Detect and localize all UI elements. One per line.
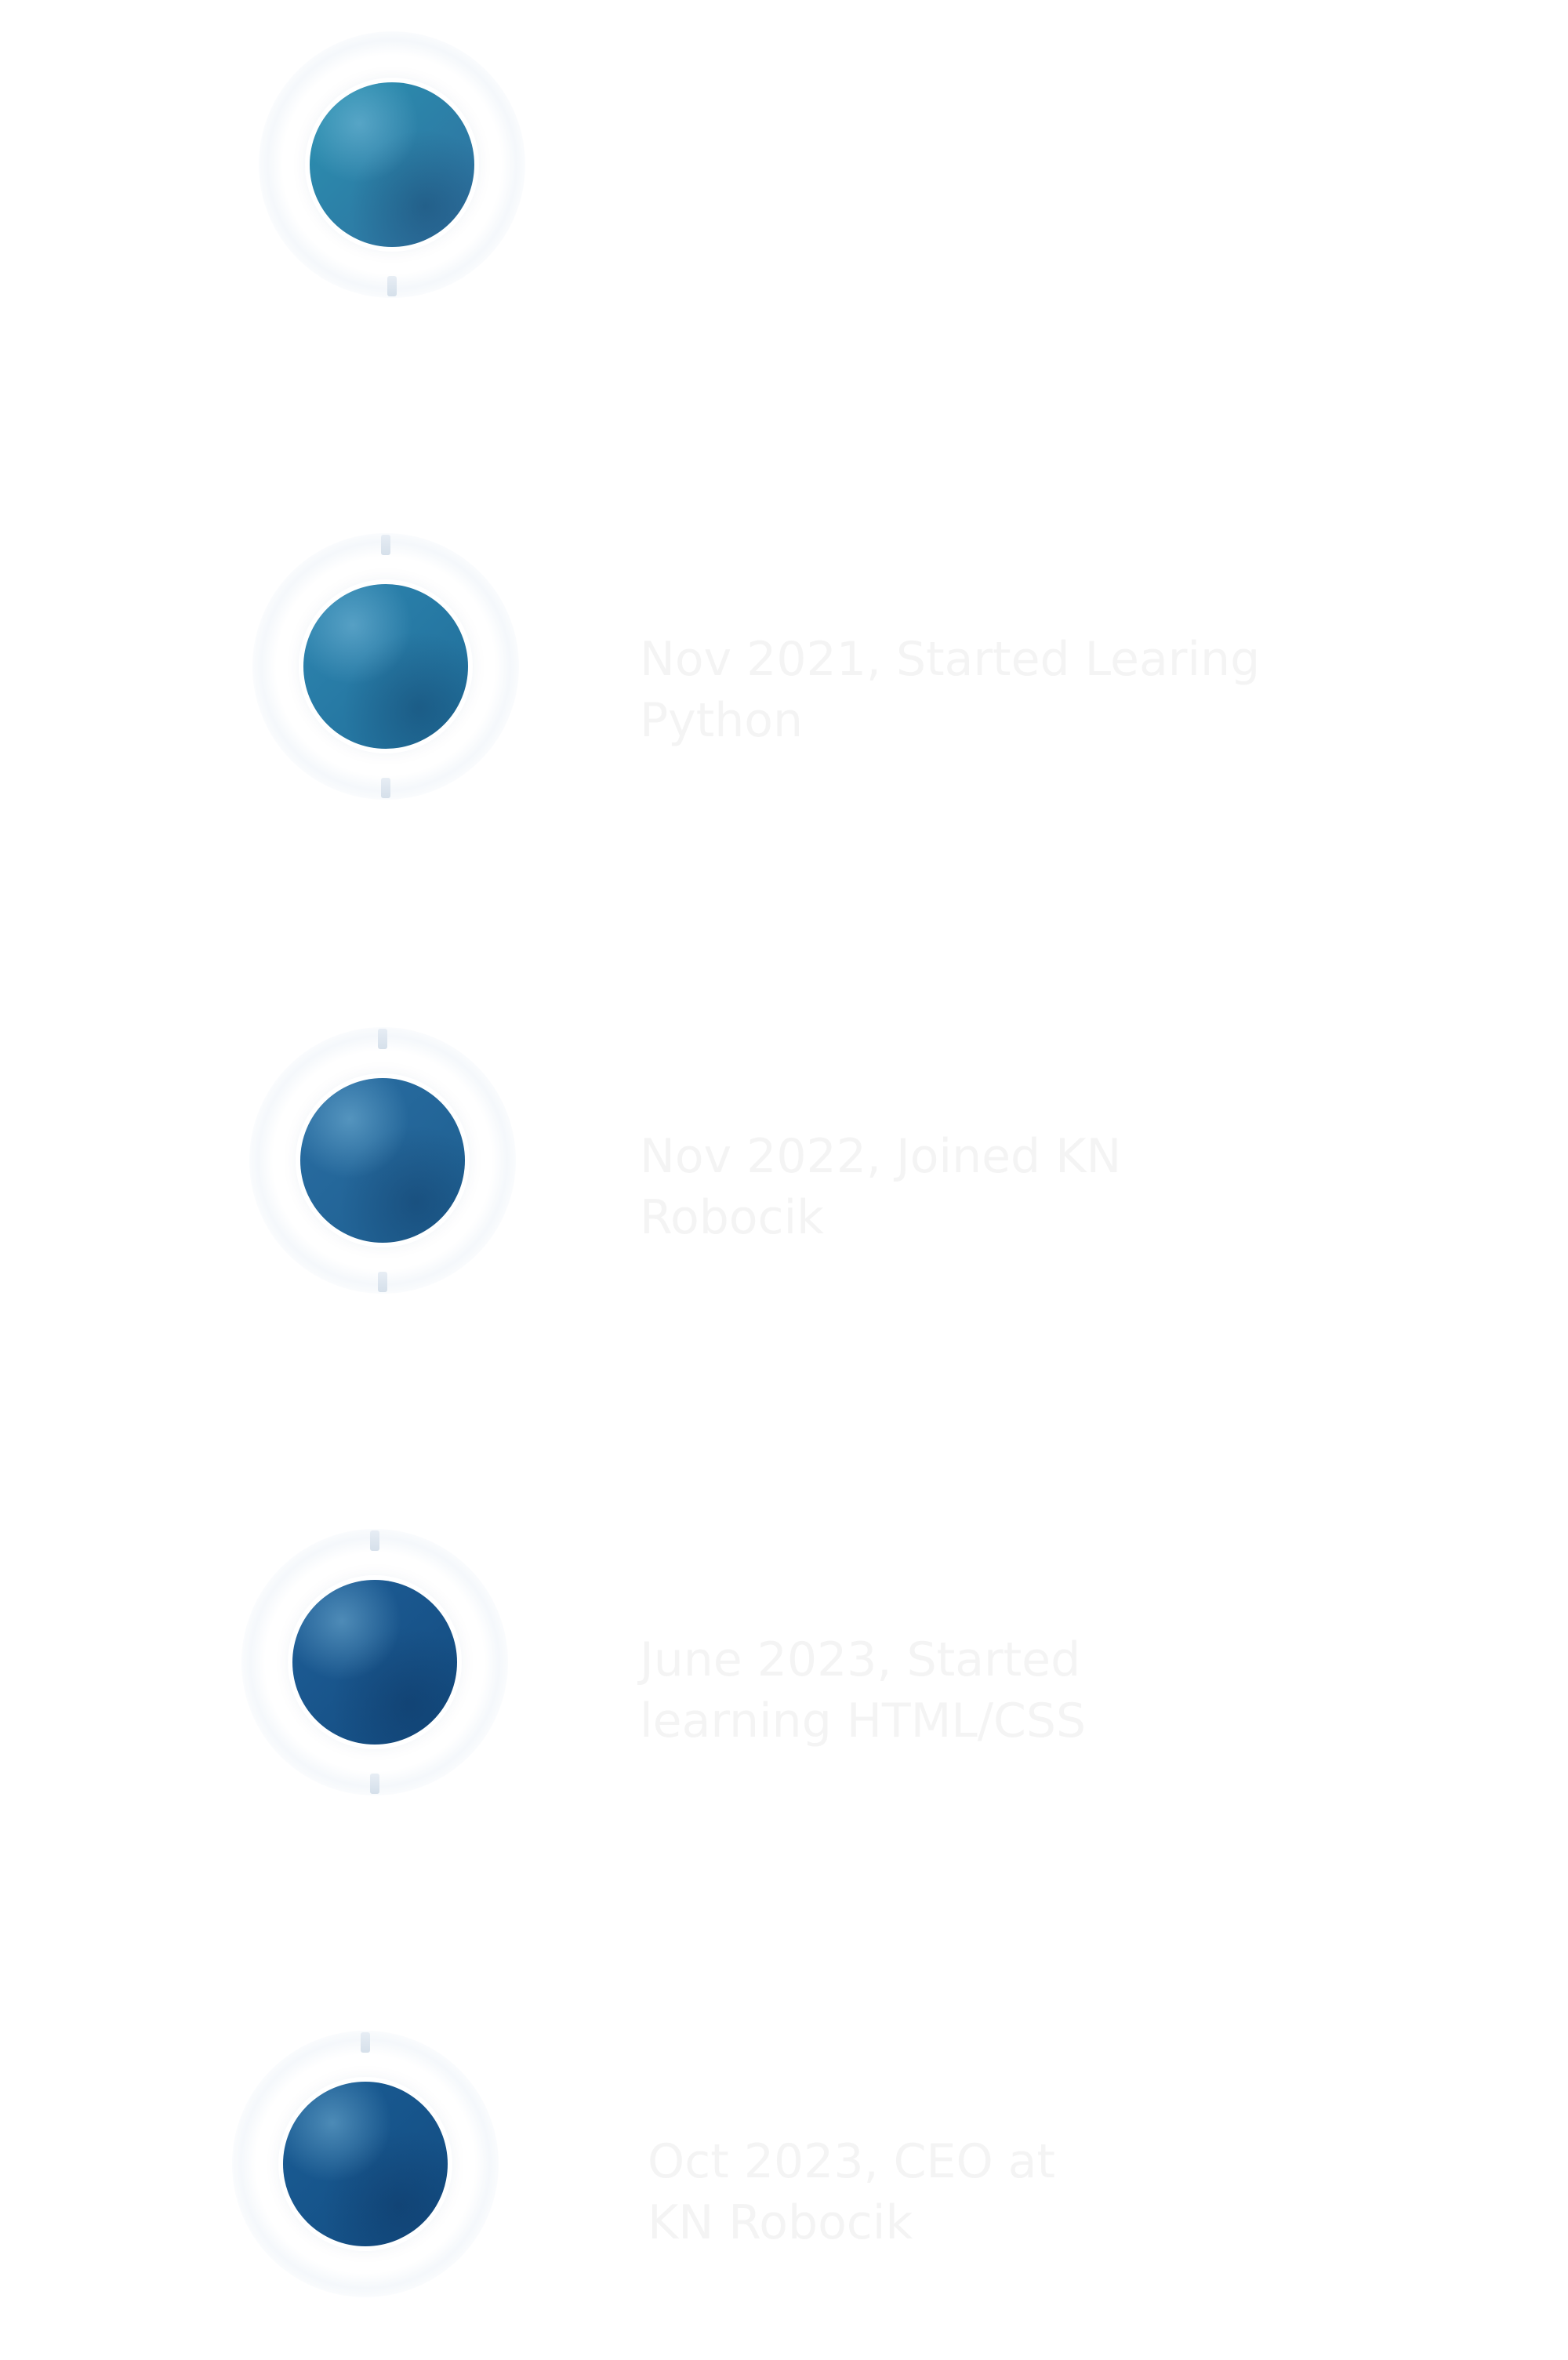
timeline-label: June 2023, Started learning HTML/CSS [640,1632,1087,1748]
connector-stub [381,535,390,555]
timeline-node [259,31,525,298]
connector-stub [370,1530,379,1551]
timeline-entry: June 2023, Started learning HTML/CSS [0,1529,1568,1858]
timeline-entry [0,31,1568,361]
connector-stub [378,1272,387,1292]
timeline-label: Oct 2023, CEO at KN Robocik [648,2134,1056,2250]
timeline-node [249,1027,516,1294]
timeline-dot-icon [303,584,468,749]
timeline-dot-icon [292,1580,457,1745]
connector-stub [381,778,390,798]
timeline-dot-icon [300,1078,465,1243]
timeline-entry: Nov 2022, Joined KN Robocik [0,1027,1568,1356]
timeline-entry: Nov 2021, Started Learing Python [0,533,1568,862]
timeline-label: Nov 2021, Started Learing Python [640,632,1261,748]
timeline-node [232,2031,499,2297]
connector-stub [378,1029,387,1049]
timeline-node [241,1529,508,1795]
timeline-entry: Oct 2023, CEO at KN Robocik [0,2031,1568,2360]
connector-stub [370,1774,379,1794]
timeline-node [252,533,519,800]
timeline-dot-icon [310,82,474,247]
timeline-label: Nov 2022, Joined KN Robocik [640,1129,1122,1245]
timeline-dot-icon [283,2082,448,2246]
connector-stub [387,276,397,296]
connector-stub [361,2032,370,2053]
